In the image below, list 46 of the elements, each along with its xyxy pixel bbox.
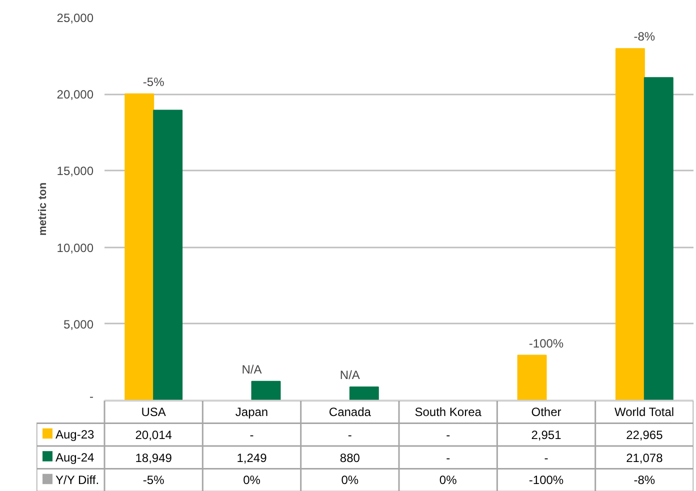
bar [615, 48, 645, 400]
x-tick-label: South Korea [414, 404, 482, 419]
annotation: N/A [242, 362, 262, 376]
y-tick-label: 25,000 [56, 11, 94, 25]
text: 0% [243, 473, 260, 488]
data-label: 20,014 [135, 428, 172, 442]
text: - [250, 428, 254, 442]
x-tick-label: Canada [328, 404, 372, 419]
text: - [348, 428, 352, 442]
bar [644, 77, 674, 400]
bar [124, 93, 154, 400]
bar [349, 386, 379, 400]
data-label: 21,078 [626, 450, 664, 465]
text: -100% [528, 473, 564, 488]
bar [517, 354, 547, 400]
y-tick-label: - [90, 390, 94, 404]
text: 0% [439, 473, 457, 488]
data-label: 880 [340, 450, 360, 465]
legend-label: Aug-24 [56, 450, 95, 464]
annotation: -100% [528, 336, 564, 350]
text: 0% [341, 473, 359, 488]
data-label: 1,249 [236, 450, 268, 465]
text: - [446, 450, 450, 465]
bar [153, 110, 183, 400]
text: - [544, 450, 548, 465]
x-tick-label: World Total [614, 404, 674, 419]
legend-label: Y/Y Diff. [56, 473, 100, 488]
x-tick-label: USA [141, 404, 166, 419]
text: -8% [634, 473, 656, 488]
annotation: -8% [634, 30, 656, 44]
x-tick-label: Japan [235, 404, 268, 419]
y-tick-label: 15,000 [56, 164, 94, 178]
annotation: N/A [340, 368, 360, 382]
data-label: 18,949 [135, 450, 172, 465]
text: - [446, 428, 450, 442]
data-label: 22,965 [626, 428, 664, 442]
text: -5% [142, 473, 164, 488]
data-label: 2,951 [531, 428, 562, 442]
bar [251, 380, 281, 400]
legend-label: Aug-23 [56, 428, 95, 442]
annotation: -5% [142, 74, 165, 89]
y-tick-label: 10,000 [56, 240, 94, 255]
y-tick-label: 5,000 [63, 317, 94, 332]
x-tick-label: Other [531, 404, 562, 419]
y-axis-title: metric ton [36, 182, 49, 236]
y-tick-label: 20,000 [56, 88, 94, 102]
